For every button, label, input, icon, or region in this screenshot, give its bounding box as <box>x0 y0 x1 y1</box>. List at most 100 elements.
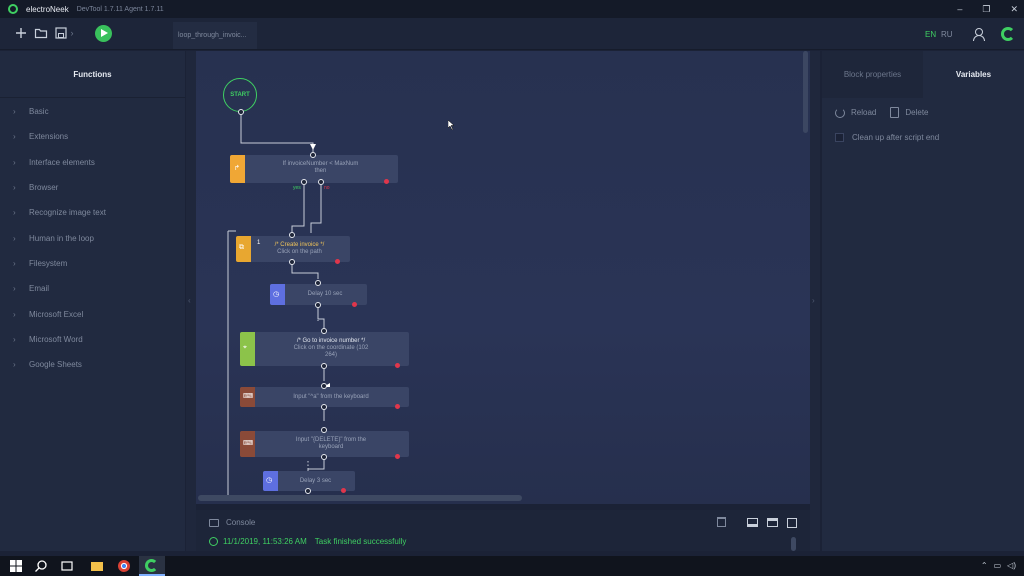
keyboard-icon: ⌨ <box>243 393 254 400</box>
properties-panel: Block properties Variables Reload Delete… <box>822 51 1024 551</box>
windows-start-icon[interactable] <box>9 559 23 573</box>
console-scrollbar[interactable] <box>791 537 796 551</box>
connector-dot[interactable] <box>318 179 324 185</box>
error-dot[interactable] <box>341 488 346 493</box>
function-category[interactable]: › Email <box>0 276 185 301</box>
chevron-right-icon: › <box>13 360 16 370</box>
start-node[interactable]: START <box>223 78 257 112</box>
chevron-right-icon: › <box>13 258 16 268</box>
connector-dot[interactable] <box>315 302 321 308</box>
chevron-right-icon: › <box>13 309 16 319</box>
goto-invoice-title: /* Go to invoice number */ <box>296 338 366 344</box>
electroneek-taskbar-icon <box>145 559 158 572</box>
function-category[interactable]: › Interface elements <box>0 150 185 175</box>
connector-dot[interactable] <box>310 152 316 158</box>
console-icon <box>209 518 219 527</box>
function-category[interactable]: › Google Sheets <box>0 352 185 377</box>
chevron-right-icon: › <box>13 132 16 142</box>
play-icon[interactable] <box>95 25 112 42</box>
tab-variables[interactable]: Variables <box>955 70 992 79</box>
connector-dot[interactable] <box>315 280 321 286</box>
reload-button[interactable]: Reload <box>835 107 877 118</box>
block-strip <box>240 387 255 407</box>
lang-en-button[interactable]: EN <box>925 30 937 39</box>
function-category[interactable]: › Basic <box>0 99 185 124</box>
block-strip <box>236 236 251 262</box>
connector-dot[interactable] <box>321 383 327 389</box>
dock-bottom-icon[interactable] <box>747 518 758 527</box>
function-category[interactable]: › Extensions <box>0 124 185 149</box>
taskbar-app-electroneek[interactable] <box>139 556 165 576</box>
function-category-label: Filesystem <box>29 258 68 268</box>
connector-dot[interactable] <box>289 259 295 265</box>
block-strip <box>240 431 255 457</box>
input-delete-block[interactable]: ⌨ Input "{DELETE}" from the keyboard <box>240 431 409 457</box>
task-view-icon[interactable] <box>60 559 74 573</box>
delay-block[interactable]: ◷ Delay 10 sec <box>270 284 367 305</box>
chevron-up-icon[interactable]: ⌃ <box>980 561 988 570</box>
search-icon[interactable] <box>34 559 48 573</box>
volume-icon[interactable]: ◁) <box>1007 561 1016 570</box>
title-bar: electroNeek DevTool 1.7.11 Agent 1.7.11 … <box>0 0 1024 18</box>
connector-dot[interactable] <box>321 454 327 460</box>
minimize-button[interactable]: – <box>957 4 963 14</box>
delete-button[interactable]: Delete <box>890 107 928 118</box>
connector-dot[interactable] <box>321 363 327 369</box>
tab-block-properties[interactable]: Block properties <box>822 51 923 98</box>
dock-top-icon[interactable] <box>767 518 778 527</box>
error-dot[interactable] <box>335 259 340 264</box>
function-category[interactable]: › Microsoft Excel <box>0 301 185 326</box>
input-delete-line2: keyboard <box>318 444 344 450</box>
goto-invoice-block[interactable]: ⌖ /* Go to invoice number */ Click on th… <box>240 332 409 366</box>
save-icon[interactable] <box>54 26 68 40</box>
delete-label: Delete <box>905 108 929 117</box>
function-category[interactable]: › Microsoft Word <box>0 327 185 352</box>
chevron-right-icon: › <box>13 284 16 294</box>
folder-icon[interactable] <box>34 26 48 40</box>
connector-dot[interactable] <box>289 232 295 238</box>
maximize-button[interactable]: ❐ <box>982 3 991 14</box>
connector-dot[interactable] <box>301 179 307 185</box>
create-invoice-subtitle: Click on the path <box>277 249 322 255</box>
canvas-horizontal-scrollbar[interactable] <box>198 495 522 501</box>
user-icon[interactable] <box>972 28 985 41</box>
trash-icon[interactable] <box>717 517 726 527</box>
function-category[interactable]: › Browser <box>0 175 185 200</box>
condition-line2: then <box>314 168 327 174</box>
function-category[interactable]: › Human in the loop <box>0 225 185 250</box>
workflow-canvas[interactable]: START ↱ If invoiceNumber < MaxNum then y… <box>196 51 810 504</box>
left-splitter[interactable]: ‹ <box>186 51 196 551</box>
right-splitter[interactable]: › <box>810 51 820 551</box>
chevron-right-icon[interactable]: › <box>70 28 74 38</box>
function-category[interactable]: › Filesystem <box>0 251 185 276</box>
error-dot[interactable] <box>395 454 400 459</box>
canvas-vertical-scrollbar[interactable] <box>803 51 808 133</box>
function-category[interactable]: › Recognize image text <box>0 200 185 225</box>
reload-label: Reload <box>851 108 877 117</box>
close-button[interactable]: ✕ <box>1010 3 1018 14</box>
file-explorer-icon[interactable] <box>90 559 104 573</box>
cleanup-checkbox[interactable] <box>835 133 844 142</box>
lang-ru-button[interactable]: RU <box>941 30 953 39</box>
error-dot[interactable] <box>384 179 389 184</box>
connector-dot[interactable] <box>321 328 327 334</box>
condition-block[interactable]: ↱ If invoiceNumber < MaxNum then <box>230 155 398 183</box>
tab-open-script[interactable]: loop_through_invoic... <box>173 22 257 49</box>
cleanup-option[interactable]: Clean up after script end <box>835 133 939 142</box>
connector-dot[interactable] <box>321 427 327 433</box>
error-dot[interactable] <box>395 404 400 409</box>
delay-block[interactable]: ◷ Delay 3 sec <box>263 471 355 491</box>
input-keys-block[interactable]: ⌨ Input "^a" from the keyboard <box>240 387 409 407</box>
network-icon[interactable]: ▭ <box>993 561 1002 570</box>
yes-label: yes <box>293 185 301 191</box>
chrome-icon[interactable] <box>117 559 131 573</box>
create-invoice-block[interactable]: ⧉ 1 /* Create invoice */ Click on the pa… <box>236 236 350 262</box>
connector-dot[interactable] <box>305 488 311 494</box>
plus-icon[interactable] <box>14 26 28 40</box>
connector-dot[interactable] <box>238 109 244 115</box>
block-badge: 1 <box>257 240 261 246</box>
connector-dot[interactable] <box>321 404 327 410</box>
maximize-console-icon[interactable] <box>787 518 797 528</box>
error-dot[interactable] <box>352 302 357 307</box>
error-dot[interactable] <box>395 363 400 368</box>
